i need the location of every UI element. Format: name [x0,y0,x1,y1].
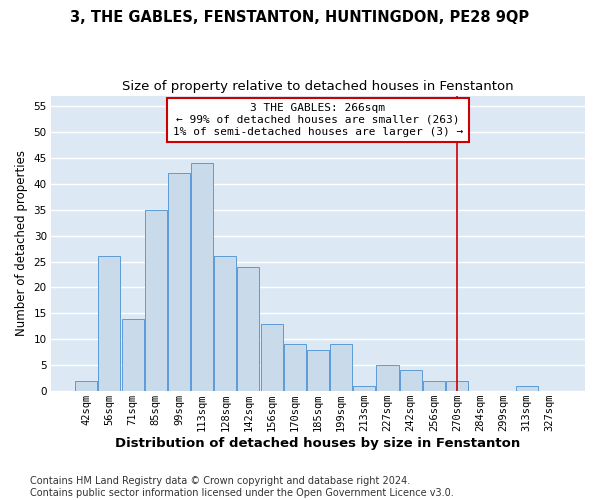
Bar [191,163,213,391]
Text: 3, THE GABLES, FENSTANTON, HUNTINGDON, PE28 9QP: 3, THE GABLES, FENSTANTON, HUNTINGDON, P… [70,10,530,25]
Text: Contains HM Land Registry data © Crown copyright and database right 2024.
Contai: Contains HM Land Registry data © Crown c… [30,476,454,498]
Y-axis label: Number of detached properties: Number of detached properties [15,150,28,336]
Bar [423,381,445,391]
Bar [330,344,352,391]
Bar [98,256,121,391]
Bar [168,174,190,391]
Bar [307,350,329,391]
X-axis label: Distribution of detached houses by size in Fenstanton: Distribution of detached houses by size … [115,437,521,450]
Bar [214,256,236,391]
Text: 3 THE GABLES: 266sqm
← 99% of detached houses are smaller (263)
1% of semi-detac: 3 THE GABLES: 266sqm ← 99% of detached h… [173,104,463,136]
Bar [238,266,259,391]
Bar [260,324,283,391]
Bar [284,344,306,391]
Bar [515,386,538,391]
Bar [353,386,376,391]
Bar [446,381,468,391]
Title: Size of property relative to detached houses in Fenstanton: Size of property relative to detached ho… [122,80,514,93]
Bar [145,210,167,391]
Bar [376,365,398,391]
Bar [75,381,97,391]
Bar [400,370,422,391]
Bar [122,318,143,391]
